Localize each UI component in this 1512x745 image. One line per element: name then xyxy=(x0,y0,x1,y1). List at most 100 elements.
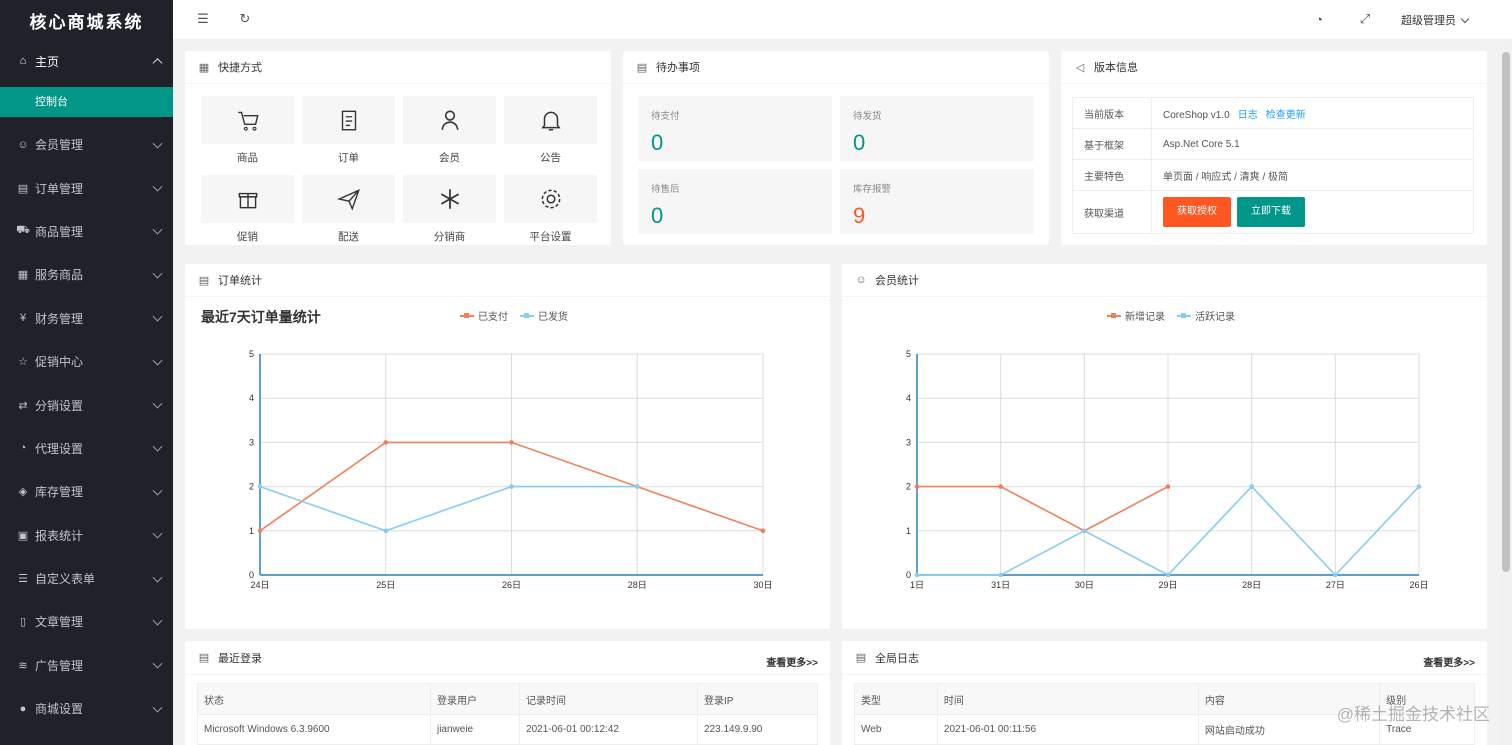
shortcut-item[interactable]: 会员 xyxy=(403,96,496,165)
refresh-icon[interactable]: ↻ xyxy=(239,11,251,26)
shortcut-item[interactable]: 配送 xyxy=(302,175,395,244)
shortcut-tile[interactable] xyxy=(201,96,294,144)
chevron-down-icon xyxy=(152,268,163,279)
shortcut-item[interactable]: 分销商 xyxy=(403,175,496,244)
shortcut-item[interactable]: 订单 xyxy=(302,96,395,165)
sidebar-item[interactable]: ⇄ 分销设置 xyxy=(0,383,173,426)
legend-item[interactable]: 新增记录 xyxy=(1107,308,1165,323)
x-tick-label: 31日 xyxy=(991,580,1010,590)
y-tick-label: 2 xyxy=(249,482,254,492)
shortcut-item[interactable]: 商品 xyxy=(201,96,294,165)
sidebar-item[interactable]: ▯ 文章管理 xyxy=(0,600,173,643)
shortcut-tile[interactable] xyxy=(302,175,395,223)
table-cell: 2021-06-01 00:12:42 xyxy=(519,714,698,745)
data-point[interactable] xyxy=(634,484,640,489)
get-license-button[interactable]: 获取授权 xyxy=(1163,197,1231,227)
column-header: 状态 xyxy=(197,683,431,715)
sidebar-item[interactable]: ▤ 订单管理 xyxy=(0,166,173,209)
global-log-card: ▤ 全局日志 查看更多>> 类型 时间 内容 级别 Web 2021-06-01 00:1… xyxy=(842,641,1487,745)
column-header: 登录IP xyxy=(696,683,819,715)
fullscreen-icon[interactable]: ⤢ xyxy=(1359,11,1371,26)
sidebar-item[interactable]: ☺ 会员管理 xyxy=(0,123,173,166)
shortcut-tile[interactable] xyxy=(504,96,597,144)
sidebar-item[interactable]: ¥ 财务管理 xyxy=(0,297,173,340)
clipboard-icon: ▤ xyxy=(855,652,867,664)
data-point[interactable] xyxy=(257,484,263,489)
share-icon: ⇄ xyxy=(18,399,28,412)
channel-label: 获取渠道 xyxy=(1072,190,1152,234)
data-point[interactable] xyxy=(1082,528,1087,534)
check-update-link[interactable]: 检查更新 xyxy=(1265,109,1306,121)
features-value: 单页面 / 响应式 / 清爽 / 极简 xyxy=(1151,159,1474,191)
legend-label: 活跃记录 xyxy=(1195,312,1235,323)
sidebar-item[interactable]: ≋ 广告管理 xyxy=(0,644,173,687)
data-point[interactable] xyxy=(998,484,1003,489)
data-point[interactable] xyxy=(1165,572,1171,578)
sidebar-item[interactable]: ▣ 报表统计 xyxy=(0,514,173,557)
shortcut-tile[interactable] xyxy=(201,175,294,223)
data-point[interactable] xyxy=(1333,572,1338,578)
download-button[interactable]: 立即下载 xyxy=(1237,197,1305,227)
chart-legend[interactable]: 新增记录 活跃记录 xyxy=(1107,308,1235,323)
sidebar-item[interactable]: ◈ 库存管理 xyxy=(0,470,173,513)
data-point[interactable] xyxy=(509,440,514,445)
data-point[interactable] xyxy=(998,572,1003,578)
shortcut-tile[interactable] xyxy=(403,175,496,223)
bell-icon xyxy=(540,111,561,131)
version-label: 当前版本 xyxy=(1072,97,1152,129)
legend-item[interactable]: 已支付 xyxy=(460,308,508,323)
data-point[interactable] xyxy=(257,528,263,534)
sidebar-subitem-console[interactable]: 控制台 xyxy=(0,87,173,117)
sidebar-item-label: 代理设置 xyxy=(35,441,84,456)
todo-item[interactable]: 库存报警 9 xyxy=(840,169,1034,234)
data-point[interactable] xyxy=(914,572,920,578)
shortcut-tile[interactable] xyxy=(504,175,597,223)
sidebar-item[interactable]: ▦ 服务商品 xyxy=(0,253,173,296)
data-point[interactable] xyxy=(914,484,920,489)
todo-item[interactable]: 待售后 0 xyxy=(638,169,832,234)
sidebar-item-label: 分销设置 xyxy=(35,398,84,413)
sidebar-item[interactable]: ☆ 促销中心 xyxy=(0,340,173,383)
calendar-icon: ▤ xyxy=(17,182,29,195)
shortcut-item[interactable]: 公告 xyxy=(504,96,597,165)
log-link[interactable]: 日志 xyxy=(1237,109,1258,121)
shortcut-tile[interactable] xyxy=(403,96,496,144)
theme-icon[interactable]: ◔ xyxy=(1315,11,1323,27)
sidebar-item-home[interactable]: ⌂ 主页 xyxy=(0,45,173,77)
sidebar-item[interactable]: ◔ 代理设置 xyxy=(0,427,173,470)
shortcut-label: 促销 xyxy=(237,231,258,243)
card-title: 会员统计 xyxy=(875,275,919,287)
y-tick-label: 0 xyxy=(906,570,911,580)
column-header: 类型 xyxy=(854,683,938,715)
data-point[interactable] xyxy=(383,440,389,445)
chart-legend[interactable]: 已支付 已发货 xyxy=(460,308,568,323)
legend-item[interactable]: 已发货 xyxy=(520,308,568,323)
shortcuts-card: ▦ 快捷方式 商品 订单 会员 公告 促销 配送 分销商 平台设置 xyxy=(185,51,611,245)
data-point[interactable] xyxy=(760,528,766,534)
data-point[interactable] xyxy=(1416,484,1422,489)
card-header: ☺ 会员统计 xyxy=(842,264,1487,297)
scrollbar-thumb[interactable] xyxy=(1502,52,1510,572)
data-point[interactable] xyxy=(383,528,389,534)
user-menu[interactable]: 超级管理员 xyxy=(1401,12,1470,28)
shortcut-item[interactable]: 平台设置 xyxy=(504,175,597,244)
data-point[interactable] xyxy=(1249,484,1254,489)
store-icon: ▦ xyxy=(17,269,29,282)
view-more-link[interactable]: 查看更多>> xyxy=(766,658,818,669)
sidebar-item[interactable]: ☰ 自定义表单 xyxy=(0,557,173,600)
shortcut-item[interactable]: 促销 xyxy=(201,175,294,244)
menu-toggle-icon[interactable]: ☰ xyxy=(197,11,209,26)
data-point[interactable] xyxy=(1165,484,1171,489)
sidebar-item[interactable]: ● 商城设置 xyxy=(0,687,173,730)
view-more-link[interactable]: 查看更多>> xyxy=(1423,658,1475,669)
shortcut-tile[interactable] xyxy=(302,96,395,144)
todo-label: 待发货 xyxy=(853,111,882,122)
page-scrollbar[interactable] xyxy=(1500,42,1512,745)
sidebar-item[interactable]: ⛟ 商品管理 xyxy=(0,210,173,253)
table-row: Microsoft Windows 6.3.9600 jianweie 2021-0… xyxy=(197,714,819,745)
legend-item[interactable]: 活跃记录 xyxy=(1177,308,1235,323)
todo-item[interactable]: 待发货 0 xyxy=(840,96,1034,161)
shortcut-label: 平台设置 xyxy=(529,231,572,243)
data-point[interactable] xyxy=(509,484,514,489)
todo-item[interactable]: 待支付 0 xyxy=(638,96,832,161)
